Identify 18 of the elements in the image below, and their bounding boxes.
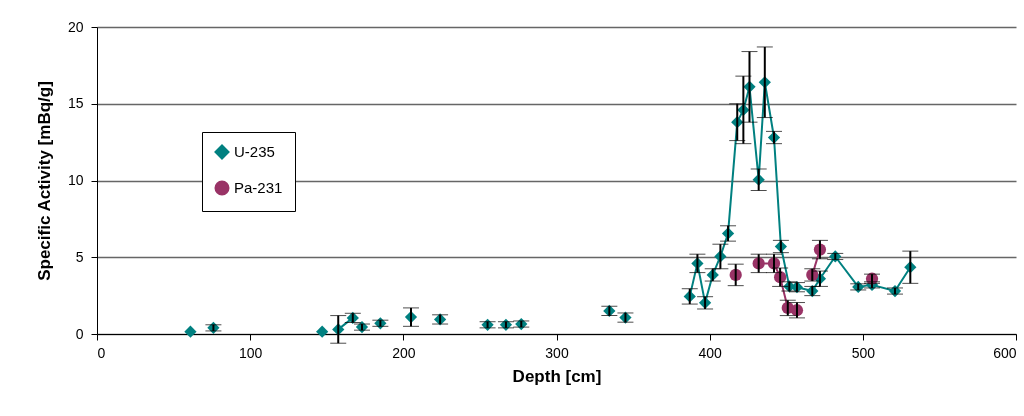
point [184,325,197,338]
x-axis-title: Depth [cm] [512,366,602,386]
legend-label: U-235 [234,143,275,160]
x-tick-label: 0 [97,344,106,361]
x-tick-label: 100 [238,344,263,361]
x-tick-label: 300 [545,344,569,361]
point [316,325,329,338]
y-tick-label: 10 [67,172,84,188]
y-tick-label: 20 [67,18,84,35]
x-tick-label: 600 [993,344,1017,361]
y-tick-label: 5 [75,248,84,265]
y-tick-label: 15 [67,95,84,112]
legend-label: Pa-231 [234,179,283,196]
y-tick-label: 0 [75,325,84,342]
y-axis-title: Specific Activity [mBq/g] [34,81,54,281]
x-tick-label: 500 [851,344,876,361]
x-tick-label: 200 [392,344,416,361]
x-tick-label: 400 [698,344,723,361]
